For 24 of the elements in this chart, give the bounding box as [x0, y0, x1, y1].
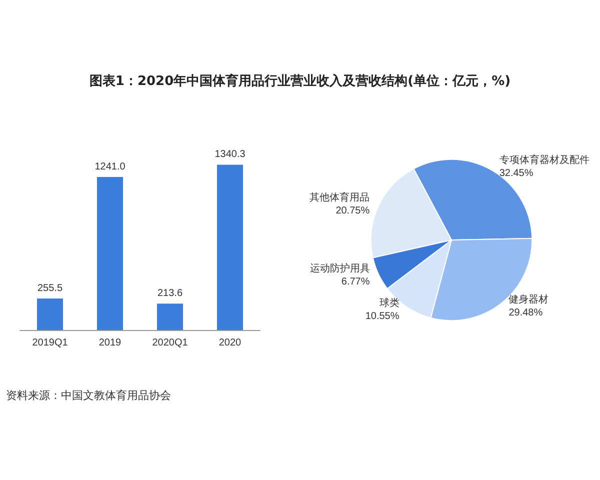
text: 资料来源：中国文教体育用品协会: [6, 388, 171, 403]
bar: [217, 164, 243, 330]
text: 图表1：2020年中国体育用品行业营业收入及营收结构(单位：亿元，%): [88, 72, 512, 90]
x-tick-label: 2020Q1: [152, 338, 188, 348]
data-label: 255.5: [37, 282, 63, 294]
slice-label: 健身器材: [508, 294, 549, 306]
bar: [157, 304, 183, 330]
slice-label: 球类: [379, 297, 400, 310]
bar: [97, 176, 123, 330]
x-tick-label: 2019Q1: [32, 338, 68, 348]
x-tick-label: 2020: [218, 338, 242, 348]
data-label: 1241.0: [94, 161, 126, 172]
data-label: 6.77%: [341, 276, 370, 288]
x-tick-label: 2019: [98, 338, 122, 348]
data-label: 10.55%: [365, 311, 400, 322]
slice-label: 专项体育器材及配件: [499, 154, 590, 166]
slice-label: 运动防护用具: [310, 262, 370, 275]
bar: [37, 298, 63, 330]
data-label: 29.48%: [508, 308, 543, 319]
slice-label: 其他体育用品: [310, 192, 370, 204]
data-label: 20.75%: [336, 206, 370, 217]
data-label: 32.45%: [499, 168, 534, 180]
data-label: 213.6: [157, 288, 183, 300]
data-label: 1340.3: [214, 149, 246, 160]
